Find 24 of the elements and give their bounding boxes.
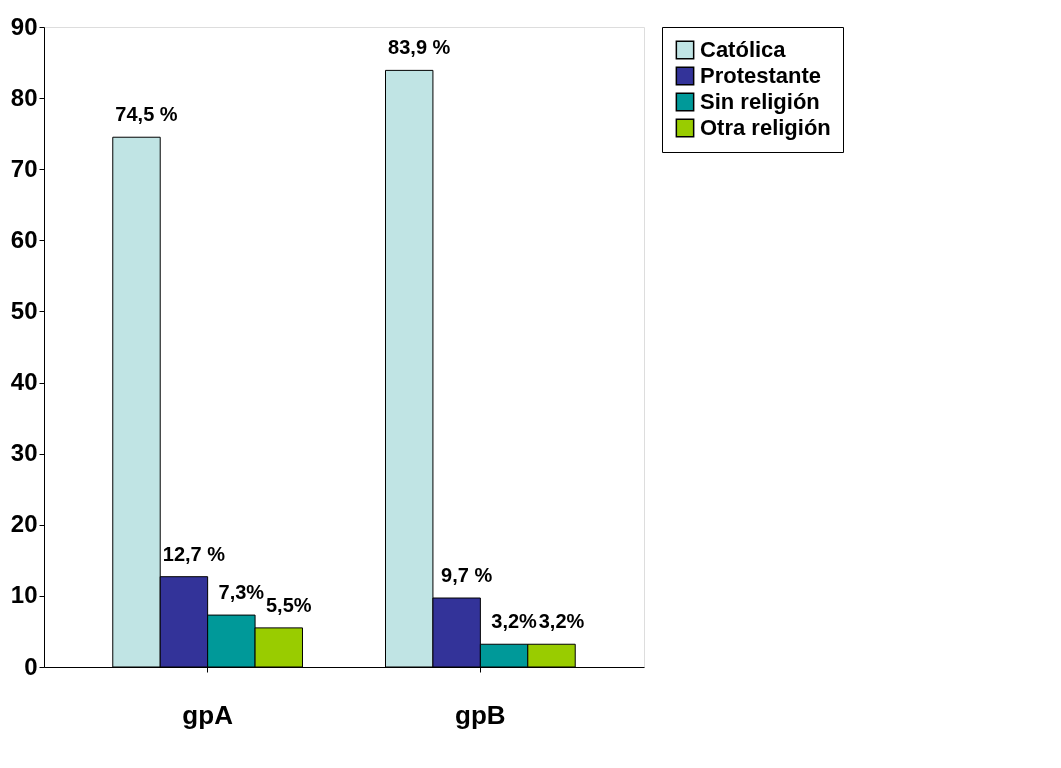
data-label: 3,2%: [491, 610, 538, 633]
data-label: 7,3%: [218, 581, 265, 604]
legend-label: Católica: [700, 37, 787, 62]
y-tick-label: 60: [10, 225, 38, 253]
y-tick-label: 10: [10, 581, 38, 609]
data-label: 5,5%: [265, 593, 312, 616]
y-tick-label: 30: [10, 439, 38, 467]
y-tick-label: 70: [10, 154, 38, 182]
data-label: 12,7 %: [162, 542, 226, 565]
data-label: 3,2%: [538, 610, 585, 633]
y-tick-label: 50: [10, 296, 38, 324]
x-tick-label: gpB: [455, 699, 506, 730]
x-tick-label: gpA: [182, 699, 234, 730]
data-label: 9,7 %: [441, 564, 493, 587]
y-tick-label: 20: [10, 510, 38, 538]
data-label: 83,9 %: [388, 36, 451, 59]
y-tick-label: 0: [24, 652, 38, 680]
y-tick-label: 90: [10, 12, 38, 40]
legend-label: Sin religión: [700, 89, 820, 114]
legend-label: Protestante: [700, 63, 822, 88]
data-label: 74,5 %: [115, 103, 178, 126]
legend-label: Otra religión: [700, 115, 831, 140]
y-tick-label: 40: [10, 368, 38, 396]
y-tick-label: 80: [10, 83, 38, 111]
